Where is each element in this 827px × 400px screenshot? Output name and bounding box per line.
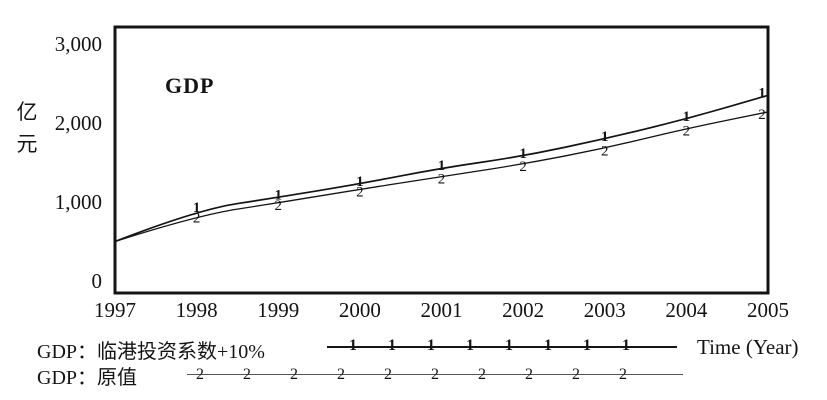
curve1-point-label: 1 xyxy=(275,187,283,203)
curve2-point-label: 2 xyxy=(601,143,609,159)
x-tick-label: 2001 xyxy=(420,298,463,322)
x-tick-label: 2003 xyxy=(583,298,626,322)
legend-marker-digit-series2: 2 xyxy=(572,366,580,383)
legend-marker-digit-series1: 1 xyxy=(466,337,474,354)
legend-marker-digit-series2: 2 xyxy=(337,366,345,383)
curve1-point-label: 1 xyxy=(519,146,527,162)
legend-marker-digit-series2: 2 xyxy=(525,366,533,383)
plot-frame xyxy=(113,25,770,295)
legend-marker-digit-series1: 1 xyxy=(544,337,552,354)
curve1-point-label: 1 xyxy=(758,85,766,101)
legend-marker-digit-series1: 1 xyxy=(349,337,357,354)
y-axis-unit-label: 亿元 xyxy=(12,96,42,160)
curve1-point-label: 1 xyxy=(193,200,201,216)
legend-marker-digit-series2: 2 xyxy=(478,366,486,383)
curve2-point-label: 2 xyxy=(683,124,691,140)
legend-marker-digit-series2: 2 xyxy=(384,366,392,383)
curve2-point-label: 2 xyxy=(519,159,527,175)
chart-title: GDP xyxy=(165,73,215,98)
legend-marker-digit-series1: 1 xyxy=(427,337,435,354)
legend-marker-digit-series2: 2 xyxy=(290,366,298,383)
y-unit-char: 亿 xyxy=(16,100,38,124)
curve2-point-label: 2 xyxy=(758,107,766,123)
legend-label-series2: GDP：原值 xyxy=(37,367,138,389)
legend-marker-digit-series1: 1 xyxy=(505,337,513,354)
curve2-point-label: 2 xyxy=(275,198,283,214)
curve1-point-label: 1 xyxy=(438,158,446,174)
curve-series1 xyxy=(114,94,769,243)
legend-marker-digit-series2: 2 xyxy=(243,366,251,383)
y-tick-label: 0 xyxy=(91,269,103,293)
curve1-point-label: 1 xyxy=(601,129,609,145)
y-tick-label: 1,000 xyxy=(54,190,102,214)
legend-marker-digit-series2: 2 xyxy=(619,366,627,383)
curve1-point-label: 1 xyxy=(356,174,364,190)
curve1-point-label: 1 xyxy=(683,109,691,125)
x-tick-label: 1997 xyxy=(94,298,136,322)
curve2-point-label: 2 xyxy=(356,184,364,200)
x-tick-label: 1999 xyxy=(257,298,300,322)
curve2-point-label: 2 xyxy=(193,210,201,226)
legend-marker-digit-series1: 1 xyxy=(388,337,396,354)
y-unit-char: 元 xyxy=(16,132,38,156)
curve2-point-label: 2 xyxy=(438,172,446,188)
legend-marker-digit-series2: 2 xyxy=(431,366,439,383)
x-tick-label: 2004 xyxy=(665,298,708,322)
legend-line-series2: 2 2 2 2 2 2 2 2 2 2 xyxy=(187,366,683,383)
x-axis-title: Time (Year) xyxy=(697,335,799,359)
x-tick-label: 1998 xyxy=(175,298,218,322)
legend-marker-digit-series2: 2 xyxy=(196,366,204,383)
x-tick-label: 2000 xyxy=(338,298,381,322)
legend-marker-digit-series1: 1 xyxy=(622,337,630,354)
y-tick-label: 2,000 xyxy=(54,111,102,135)
x-tick-label: 2005 xyxy=(747,298,789,322)
legend-label-series1: GDP：临港投资系数+10% xyxy=(37,341,265,363)
legend-marker-digit-series1: 1 xyxy=(583,337,591,354)
x-tick-label: 2002 xyxy=(502,298,545,322)
legend-line-series1: 1 1 1 1 1 1 1 1 xyxy=(327,337,677,354)
y-tick-label: 3,000 xyxy=(54,32,102,56)
curve-series2 xyxy=(114,111,769,243)
